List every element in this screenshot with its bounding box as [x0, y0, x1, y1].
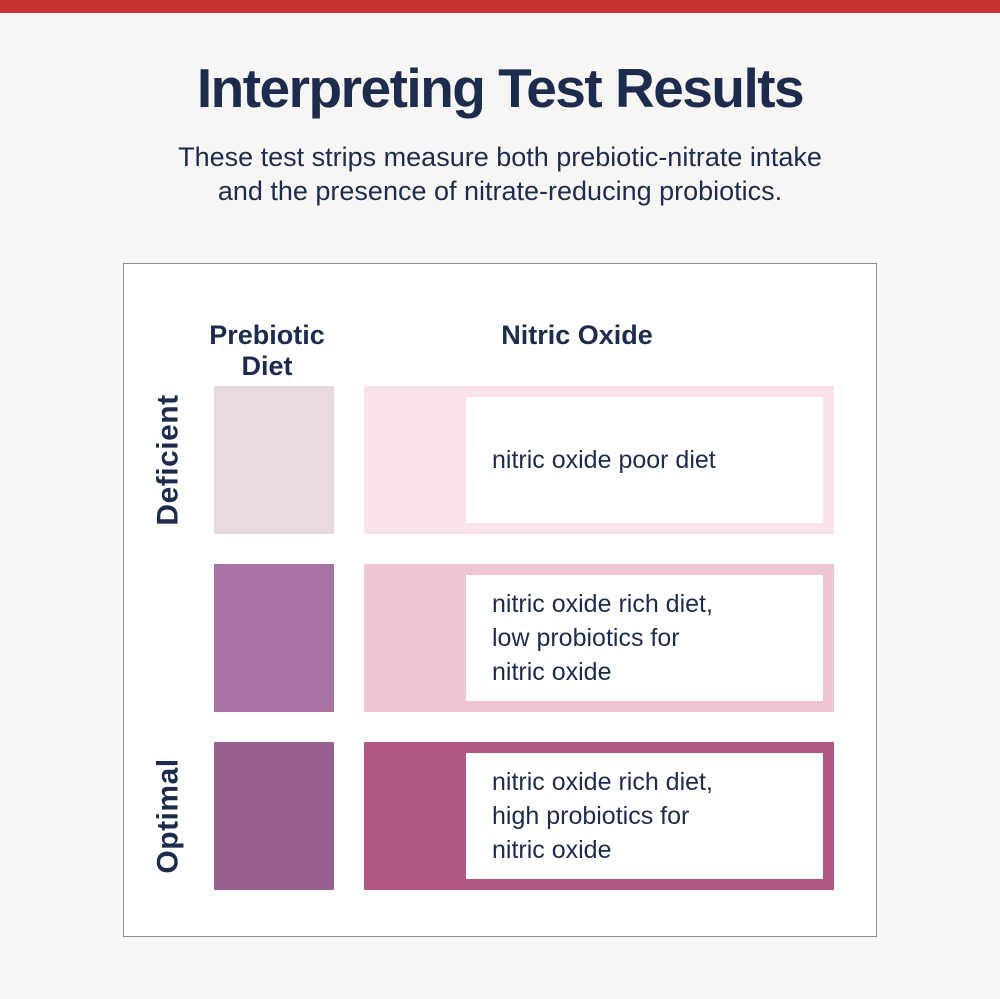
subtitle-line-1: These test strips measure both prebiotic… [178, 142, 822, 172]
result-text-line: nitric oxide rich diet, [492, 590, 713, 618]
result-text-line: nitric oxide [492, 836, 612, 864]
nitric-oxide-strip: nitric oxide rich diet, low probiotics f… [364, 564, 834, 712]
prebiotic-header-line-2: Diet [241, 351, 293, 381]
page-title: Interpreting Test Results [196, 57, 805, 119]
result-text-line: low probiotics for [492, 624, 680, 652]
result-text-line: nitric oxide rich diet, [492, 768, 713, 796]
row-label-optimal: Optimal [152, 758, 185, 874]
nitric-oxide-strip: nitric oxide rich diet, high probiotics … [364, 742, 834, 890]
accent-top-bar [0, 0, 1000, 13]
row-label-wrap: Deficient [124, 386, 214, 534]
result-text-box: nitric oxide rich diet, low probiotics f… [466, 575, 823, 701]
result-text-box: nitric oxide rich diet, high probiotics … [466, 753, 823, 879]
subtitle-line-2: and the presence of nitrate-reducing pro… [217, 176, 783, 206]
row-label-deficient: Deficient [152, 394, 186, 526]
column-header-nitric-oxide: Nitric Oxide [501, 320, 653, 350]
result-row-optimal: Optimal nitric oxide rich diet, high pro… [124, 742, 878, 890]
column-header-prebiotic-diet: Prebiotic Diet [167, 320, 367, 382]
result-text-box: nitric oxide poor diet [466, 397, 823, 523]
prebiotic-diet-swatch [214, 564, 334, 712]
row-label-wrap: Optimal [124, 742, 214, 890]
result-row-middle: nitric oxide rich diet, low probiotics f… [124, 564, 878, 712]
nitric-oxide-strip: nitric oxide poor diet [364, 386, 834, 534]
result-text-line: nitric oxide [492, 658, 612, 686]
prebiotic-diet-swatch [214, 742, 334, 890]
prebiotic-diet-swatch [214, 386, 334, 534]
result-row-deficient: Deficient nitric oxide poor diet [124, 386, 878, 534]
prebiotic-header-line-1: Prebiotic [209, 320, 325, 350]
results-chart-card: Prebiotic Diet Nitric Oxide Deficient ni… [123, 263, 877, 937]
row-label-wrap [124, 564, 214, 712]
result-text-line: nitric oxide poor diet [492, 446, 716, 474]
result-text-line: high probiotics for [492, 802, 690, 830]
page-subtitle: These test strips measure both prebiotic… [0, 140, 1000, 208]
